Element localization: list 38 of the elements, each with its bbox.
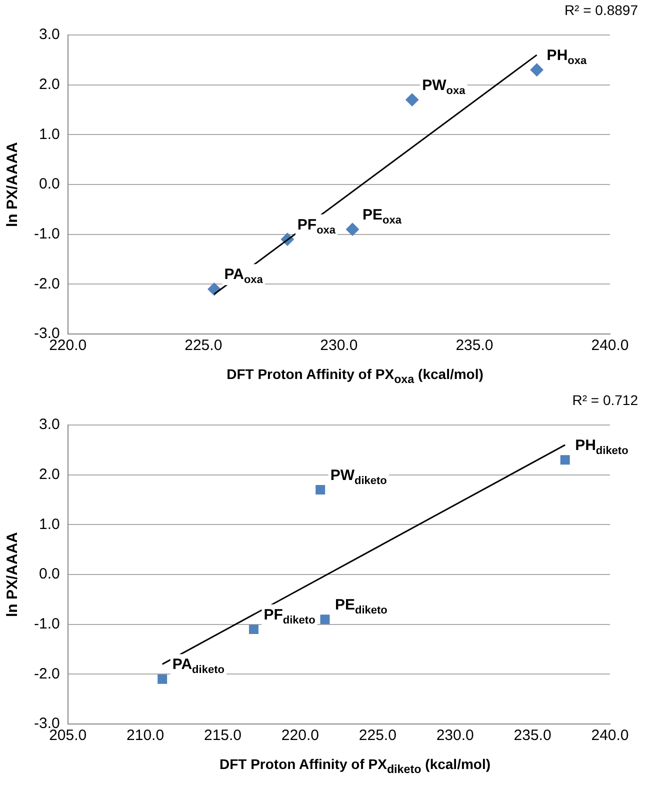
point <box>530 63 544 76</box>
y-tick-label: -1.0 <box>34 615 60 632</box>
x-tick-label: 215.0 <box>204 727 242 744</box>
y-tick-label: 2.0 <box>38 466 60 483</box>
y-tick-label: 3.0 <box>38 26 60 44</box>
x-tick-label: 235.0 <box>514 727 552 744</box>
point <box>320 614 330 624</box>
text: R² = 0.712 <box>572 392 638 408</box>
x-tick-label: 225.0 <box>184 337 222 354</box>
point <box>158 674 168 684</box>
y-tick-label: 2.0 <box>38 76 60 93</box>
x-tick-label: 240.0 <box>591 337 629 354</box>
x-tick-label: 240.0 <box>591 727 629 744</box>
y-tick-label: 1.0 <box>38 126 60 143</box>
x-tick-label: 230.0 <box>320 337 358 354</box>
x-tick-label: 210.0 <box>126 727 164 744</box>
y-tick-label: 0.0 <box>38 566 60 583</box>
point <box>316 485 326 495</box>
y-tick-label: -1.0 <box>34 225 60 242</box>
y-tick-label: 3.0 <box>38 416 60 434</box>
x-tick-label: 230.0 <box>436 727 474 744</box>
y-axis-title: ln PX/AAAA <box>4 142 22 228</box>
point <box>560 455 570 465</box>
point <box>248 624 258 634</box>
x-tick-label: 235.0 <box>456 337 494 354</box>
y-axis-title: ln PX/AAAA <box>4 532 22 618</box>
x-axis-title: DFT Proton Affinity of PX$_{oxa}$ (kcal/mol) <box>226 366 484 386</box>
y-tick-label: -2.0 <box>34 665 60 682</box>
x-tick-label: 225.0 <box>358 727 396 744</box>
point <box>406 93 419 106</box>
point <box>208 282 221 296</box>
x-tick-label: 220.0 <box>281 727 319 744</box>
y-tick-label: 0.0 <box>38 176 60 193</box>
point <box>346 222 359 236</box>
text: R² = 0.8897 <box>564 2 638 18</box>
y-tick-label: -2.0 <box>34 275 60 292</box>
x-axis-title: DFT Proton Affinity of PX$_{diketo}$ (kcal/mol) <box>218 756 492 776</box>
y-tick-label: 1.0 <box>38 516 60 533</box>
